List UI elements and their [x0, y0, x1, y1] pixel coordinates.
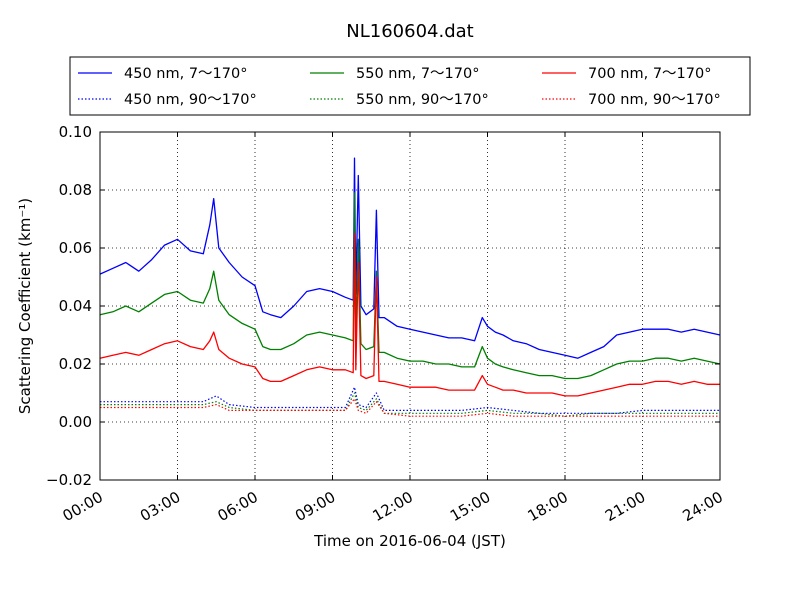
series-line-2	[100, 386, 720, 414]
ticks-layer	[99, 131, 721, 481]
chart-title: NL160604.dat	[346, 21, 473, 42]
y-axis-label: Scattering Coefficient (km⁻¹)	[16, 198, 34, 414]
series-line-1	[99, 157, 721, 359]
y-tick-label: 0.04	[59, 297, 92, 315]
legend-label-3: 550 nm, 7～170°	[356, 66, 479, 82]
legend: 450 nm, 7～170° 550 nm, 7～170° 700 nm, 7～17…	[69, 56, 751, 116]
y-tick-label: 0.00	[59, 413, 92, 431]
x-axis-label: Time on 2016-06-04 (JST)	[313, 532, 506, 550]
legend-box	[69, 56, 751, 116]
y-tick-label: 0.02	[59, 355, 92, 373]
y-tick-label: 0.08	[59, 181, 92, 199]
legend-label-5: 700 nm, 7～170°	[588, 66, 711, 82]
y-tick-label: −0.02	[46, 471, 92, 489]
series-layer	[99, 157, 721, 417]
y-tick-label: 0.10	[59, 123, 92, 141]
series-line-3	[99, 192, 721, 380]
legend-label-6: 700 nm, 90～170°	[588, 92, 721, 108]
legend-entries: 450 nm, 7～170° 550 nm, 7～170° 700 nm, 7～17…	[78, 66, 721, 108]
y-tick-labels: −0.02 0.00 0.02 0.04 0.06 0.08 0.10	[46, 123, 92, 489]
series-line-5	[99, 232, 720, 397]
series-line-4	[100, 392, 720, 417]
legend-label-2: 450 nm, 90～170°	[124, 92, 257, 108]
legend-label-4: 550 nm, 90～170°	[356, 92, 489, 108]
y-tick-label: 0.06	[59, 239, 92, 257]
legend-label-1: 450 nm, 7～170°	[124, 66, 247, 82]
